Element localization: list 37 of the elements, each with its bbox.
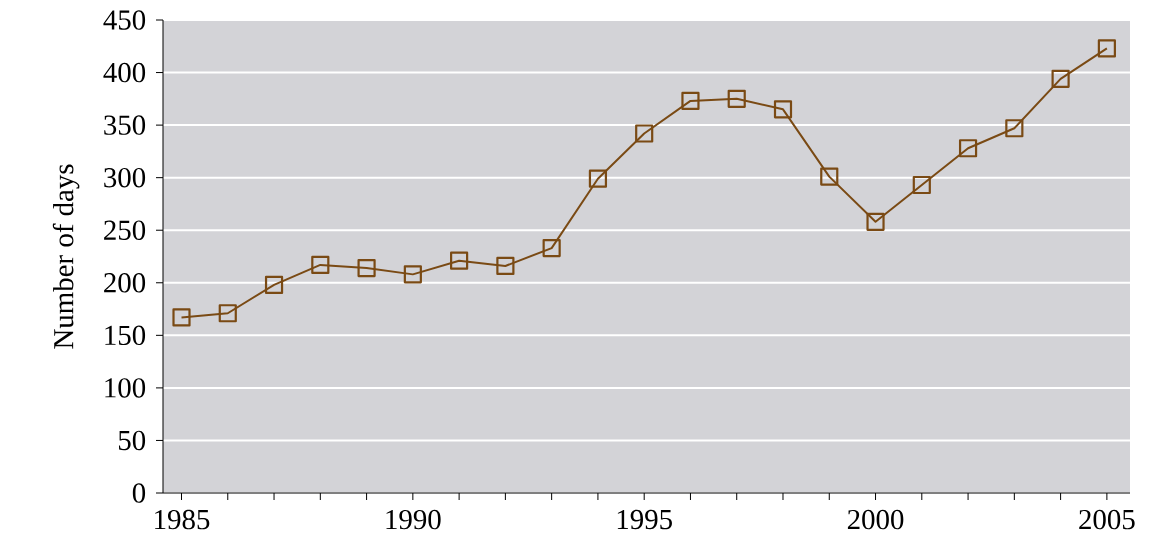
- point: [172, 308, 191, 327]
- x-tick-label: 2005: [1079, 509, 1135, 530]
- point: [588, 169, 608, 188]
- x-tick-label: 2000: [847, 509, 904, 530]
- y-tick-label: 100: [105, 378, 146, 398]
- x-tick-label: 1990: [386, 509, 441, 530]
- y-tick-label: 150: [105, 325, 146, 346]
- point: [773, 100, 793, 119]
- point: [403, 265, 422, 284]
- point: [264, 275, 284, 294]
- point: [218, 304, 237, 323]
- y-tick-label: 50: [118, 430, 146, 451]
- y-tick-label: 350: [104, 115, 146, 135]
- point: [542, 238, 561, 258]
- y-tick-label: 400: [103, 62, 146, 83]
- point: [727, 89, 746, 108]
- y-tick-label: 300: [104, 167, 146, 188]
- point: [635, 124, 654, 143]
- x-tick-label: 1995: [617, 509, 672, 530]
- point: [496, 256, 515, 276]
- point: [1005, 119, 1024, 138]
- point: [1097, 39, 1116, 58]
- point: [912, 175, 931, 195]
- point: [866, 212, 885, 231]
- point: [357, 258, 376, 278]
- y-tick-label: 450: [103, 10, 146, 30]
- point: [1051, 69, 1070, 88]
- point: [311, 255, 330, 275]
- point: [958, 139, 978, 158]
- point: [450, 251, 469, 270]
- point: [681, 91, 700, 111]
- y-tick-label: 250: [104, 220, 146, 240]
- x-tick-label: 1985: [155, 509, 210, 530]
- y-tick-label: 0: [132, 483, 146, 503]
- y-axis-title: Number of days: [52, 164, 80, 349]
- point: [820, 167, 839, 186]
- y-tick-label: 200: [104, 273, 146, 293]
